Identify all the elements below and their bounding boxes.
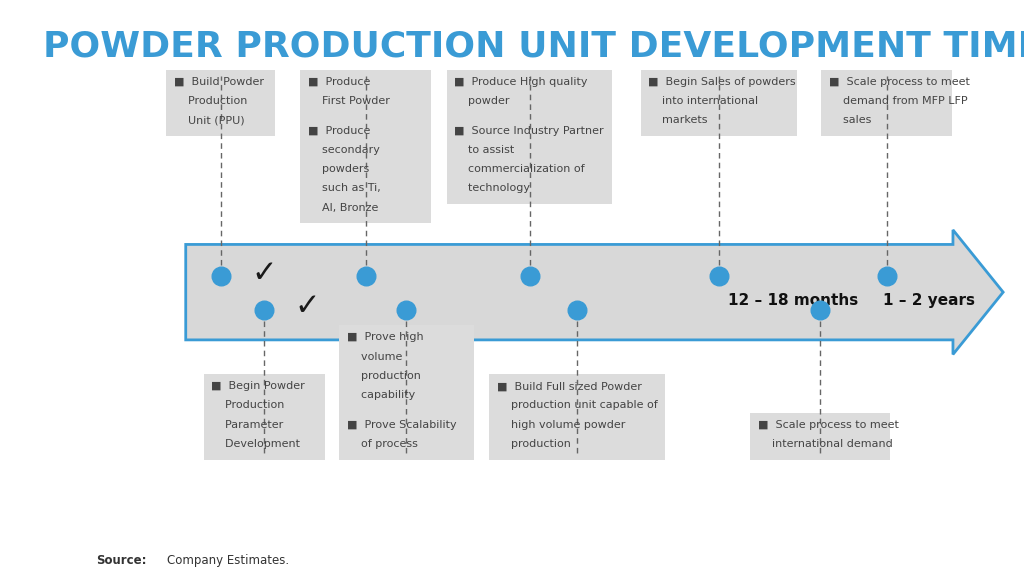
Text: ■  Produce High quality: ■ Produce High quality bbox=[455, 77, 588, 87]
Point bbox=[879, 272, 895, 281]
Text: ■  Begin Powder: ■ Begin Powder bbox=[211, 381, 305, 391]
Text: Al, Bronze: Al, Bronze bbox=[308, 203, 378, 212]
FancyBboxPatch shape bbox=[446, 70, 612, 204]
Text: ✓: ✓ bbox=[251, 259, 276, 288]
Text: POWDER PRODUCTION UNIT DEVELOPMENT TIMELINE: POWDER PRODUCTION UNIT DEVELOPMENT TIMEL… bbox=[25, 163, 35, 477]
Text: production unit capable of: production unit capable of bbox=[497, 400, 657, 410]
Text: powder: powder bbox=[455, 96, 510, 106]
Text: POWDER PRODUCTION UNIT DEVELOPMENT TIMELINE: POWDER PRODUCTION UNIT DEVELOPMENT TIMEL… bbox=[43, 29, 1024, 63]
Text: of process: of process bbox=[347, 439, 418, 449]
Text: ■  Prove high: ■ Prove high bbox=[347, 332, 423, 342]
Point bbox=[213, 272, 229, 281]
Text: First Powder: First Powder bbox=[308, 96, 390, 106]
Text: markets: markets bbox=[648, 115, 708, 125]
Text: Production: Production bbox=[174, 96, 247, 106]
Point bbox=[812, 305, 828, 314]
FancyBboxPatch shape bbox=[489, 374, 665, 460]
Text: ✓: ✓ bbox=[295, 292, 321, 321]
Text: volume: volume bbox=[347, 352, 402, 361]
Text: Production: Production bbox=[211, 400, 285, 410]
Point bbox=[521, 272, 538, 281]
Text: Company Estimates.: Company Estimates. bbox=[167, 555, 289, 567]
Text: ■  Build Powder: ■ Build Powder bbox=[174, 77, 264, 87]
Text: demand from MFP LFP: demand from MFP LFP bbox=[828, 96, 968, 106]
Polygon shape bbox=[185, 230, 1004, 354]
Text: high volume powder: high volume powder bbox=[497, 420, 626, 430]
Text: commercialization of: commercialization of bbox=[455, 164, 585, 174]
Text: 12 – 18 months: 12 – 18 months bbox=[728, 293, 858, 308]
Text: ■  Begin Sales of powders: ■ Begin Sales of powders bbox=[648, 77, 796, 87]
Text: to assist: to assist bbox=[455, 145, 514, 155]
FancyBboxPatch shape bbox=[339, 325, 474, 460]
Point bbox=[398, 305, 415, 314]
Point bbox=[357, 272, 374, 281]
FancyBboxPatch shape bbox=[204, 374, 325, 460]
Text: ■  Scale process to meet: ■ Scale process to meet bbox=[828, 77, 970, 87]
Text: ■  Build Full sized Powder: ■ Build Full sized Powder bbox=[497, 381, 642, 391]
FancyBboxPatch shape bbox=[166, 70, 275, 136]
Text: Unit (PPU): Unit (PPU) bbox=[174, 115, 245, 125]
Point bbox=[568, 305, 585, 314]
Text: ■  Produce: ■ Produce bbox=[308, 77, 371, 87]
Text: Parameter: Parameter bbox=[211, 420, 284, 430]
Text: ■  Scale process to meet: ■ Scale process to meet bbox=[758, 420, 899, 430]
Text: production: production bbox=[347, 371, 421, 381]
Text: 1 – 2 years: 1 – 2 years bbox=[884, 293, 975, 308]
Text: Source:: Source: bbox=[96, 555, 146, 567]
FancyBboxPatch shape bbox=[300, 70, 431, 223]
Text: ■  Source Industry Partner: ■ Source Industry Partner bbox=[455, 126, 604, 136]
Text: capability: capability bbox=[347, 390, 415, 400]
Text: sales: sales bbox=[828, 115, 871, 125]
Point bbox=[711, 272, 727, 281]
Text: Development: Development bbox=[211, 439, 300, 449]
Text: technology: technology bbox=[455, 183, 530, 193]
FancyBboxPatch shape bbox=[751, 413, 891, 460]
Text: such as Ti,: such as Ti, bbox=[308, 183, 381, 193]
FancyBboxPatch shape bbox=[821, 70, 952, 136]
Text: powders: powders bbox=[308, 164, 370, 174]
Text: production: production bbox=[497, 439, 570, 449]
Point bbox=[256, 305, 272, 314]
Text: international demand: international demand bbox=[758, 439, 893, 449]
Text: ■  Prove Scalability: ■ Prove Scalability bbox=[347, 420, 457, 430]
FancyBboxPatch shape bbox=[641, 70, 797, 136]
Text: into international: into international bbox=[648, 96, 759, 106]
Text: secondary: secondary bbox=[308, 145, 380, 155]
Text: ■  Produce: ■ Produce bbox=[308, 126, 371, 136]
